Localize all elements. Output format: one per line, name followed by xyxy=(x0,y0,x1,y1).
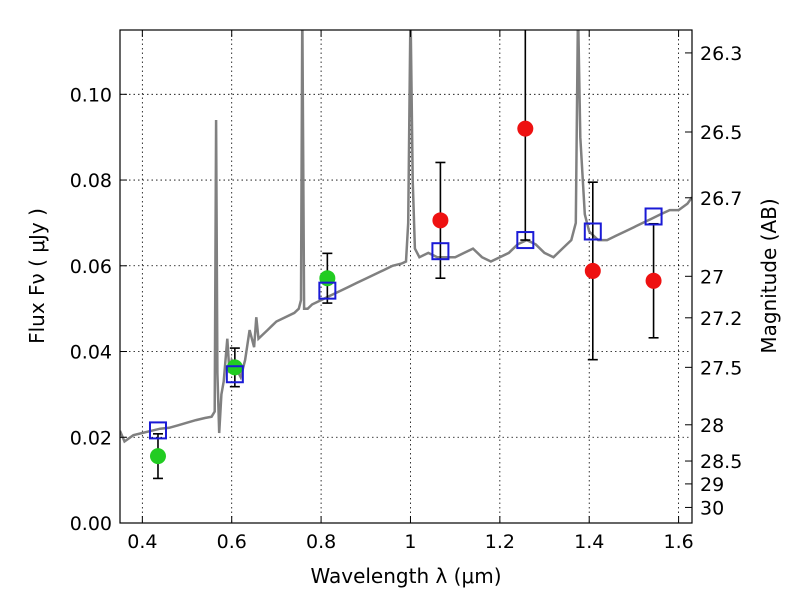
y2-tick-label: 28 xyxy=(700,415,724,437)
y2-tick-label: 29 xyxy=(700,474,724,496)
y-tick-label: 0.02 xyxy=(70,427,112,449)
y2-tick-label: 26.3 xyxy=(700,43,742,65)
y-tick-label: 0.06 xyxy=(70,256,112,278)
photometry-point xyxy=(226,359,243,376)
x-tick-label: 1 xyxy=(404,531,416,553)
x-axis-label: Wavelength λ (μm) xyxy=(310,564,501,588)
model-photometry-square xyxy=(148,421,167,440)
y-tick-label: 0.00 xyxy=(70,513,112,535)
y2-tick-label: 30 xyxy=(700,497,724,519)
axis-ticks: 0.4 0.6 0.8 1 1.2 1.4 1.6 0.00 0.02 0.04 0.06 0.08 0… xyxy=(70,30,742,553)
y-tick-label: 0.04 xyxy=(70,342,112,364)
model-photometry-square xyxy=(583,222,602,241)
y2-tick-label: 27.5 xyxy=(700,357,742,379)
y2-axis-label: Magnitude (AB) xyxy=(757,198,781,353)
photometry-point xyxy=(432,212,449,229)
photometry-point xyxy=(645,272,662,289)
y2-tick-label: 28.5 xyxy=(700,451,742,473)
model-photometry-square xyxy=(318,281,337,300)
x-tick-label: 0.8 xyxy=(306,531,336,553)
y-tick-label: 0.08 xyxy=(70,170,112,192)
x-tick-label: 1.4 xyxy=(574,531,604,553)
x-tick-label: 1.2 xyxy=(485,531,515,553)
photometry-point xyxy=(584,262,601,279)
x-tick-label: 0.6 xyxy=(217,531,247,553)
photometry-point xyxy=(517,120,534,137)
model-photometry-square xyxy=(644,207,663,226)
y2-tick-label: 27 xyxy=(700,266,724,288)
model-photometry-square xyxy=(431,242,450,261)
model-photometry-square xyxy=(516,231,535,250)
photometry-point xyxy=(319,270,336,287)
y-tick-label: 0.10 xyxy=(70,84,112,106)
plot-background xyxy=(120,30,692,523)
x-tick-label: 0.4 xyxy=(127,531,157,553)
data-points xyxy=(148,30,663,480)
y2-tick-label: 26.7 xyxy=(700,188,742,210)
x-tick-label: 1.6 xyxy=(663,531,693,553)
y-axis-label: Flux Fν ( μJy ) xyxy=(25,208,49,344)
model-photometry-square xyxy=(225,365,244,384)
y2-tick-label: 27.2 xyxy=(700,308,742,330)
y2-tick-label: 26.5 xyxy=(700,122,742,144)
photometry-point xyxy=(149,448,166,465)
